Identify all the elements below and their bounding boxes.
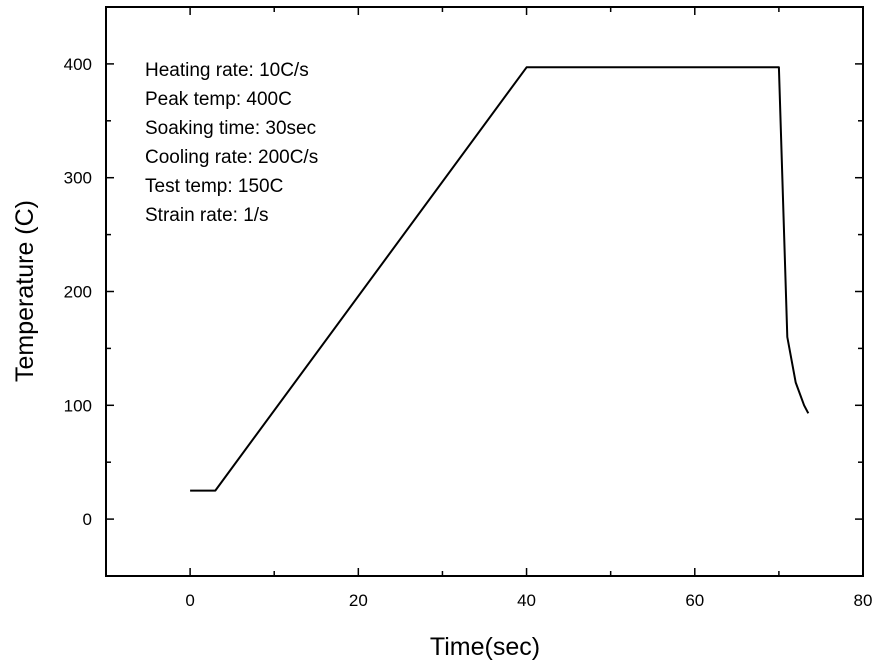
annotation-line: Test temp: 150C [145, 176, 283, 197]
x-tick-label: 80 [854, 591, 873, 610]
y-tick-label: 400 [64, 55, 92, 74]
axis-ticks [106, 7, 863, 576]
series-group [190, 66, 810, 492]
x-tick-label: 40 [517, 591, 536, 610]
annotation-block: Heating rate: 10C/s Peak temp: 400C Soakin… [145, 60, 318, 226]
x-tick-label: 60 [685, 591, 704, 610]
temperature-profile-line [190, 66, 810, 492]
y-tick-label: 100 [64, 396, 92, 415]
y-axis-title: Temperature (C) [11, 200, 39, 382]
annotation-line: Strain rate: 1/s [145, 205, 269, 226]
annotation-line: Soaking time: 30sec [145, 118, 316, 139]
x-tick-label: 0 [185, 591, 194, 610]
y-tick-label: 300 [64, 169, 92, 188]
x-tick-label: 20 [349, 591, 368, 610]
annotation-line: Peak temp: 400C [145, 89, 292, 110]
y-tick-label: 200 [64, 283, 92, 302]
annotation-line: Cooling rate: 200C/s [145, 147, 318, 168]
x-axis-title: Time(sec) [430, 633, 540, 661]
tick-labels: 0 20 40 60 80 0 100 200 300 400 [64, 55, 873, 610]
annotation-line: Heating rate: 10C/s [145, 60, 309, 81]
y-tick-label: 0 [83, 510, 92, 529]
